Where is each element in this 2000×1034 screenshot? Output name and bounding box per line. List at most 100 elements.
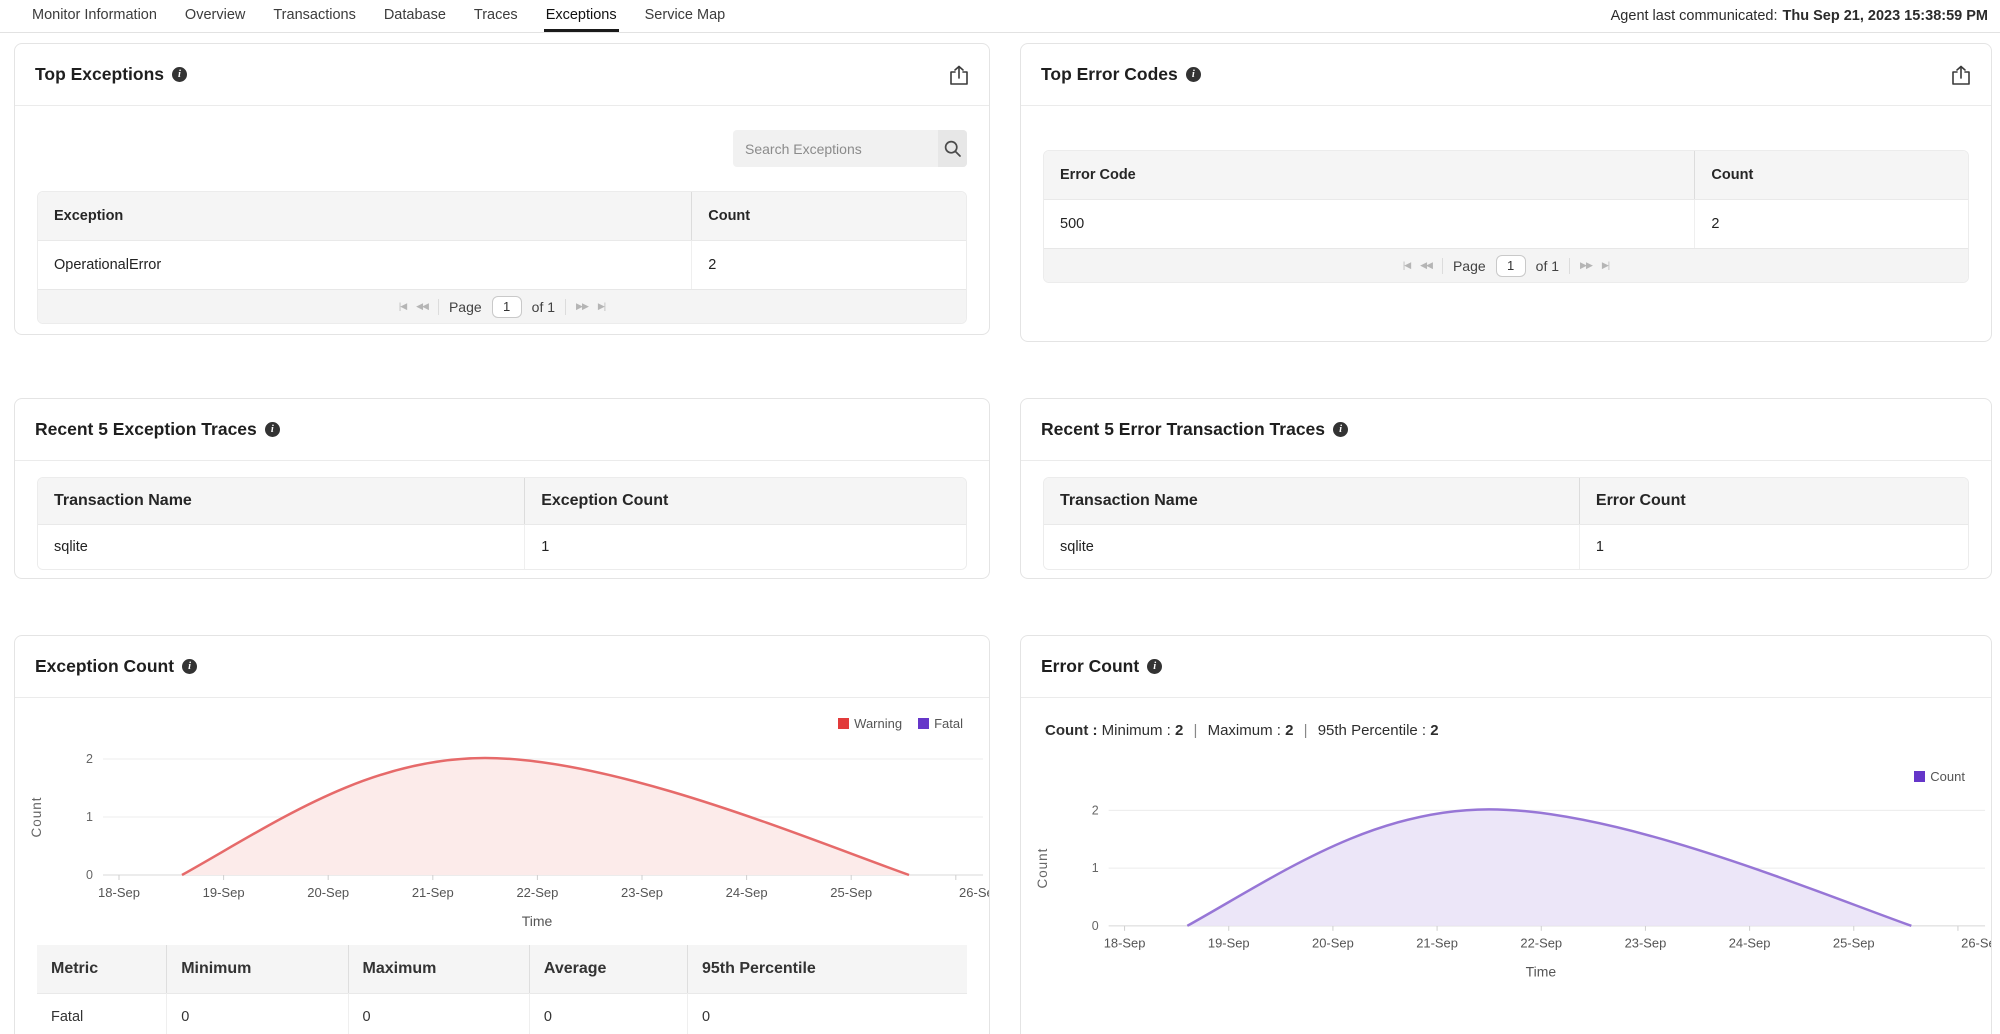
share-icon[interactable]	[1951, 64, 1971, 86]
top-exceptions-header: Top Exceptions i	[15, 44, 989, 106]
divider	[565, 298, 567, 315]
next-page-icon[interactable]: ▶▶	[1580, 260, 1593, 270]
error-count-header: Error Count i	[1021, 636, 1991, 698]
page-number-input[interactable]	[1495, 254, 1526, 277]
recent-exception-traces-title: Recent 5 Exception Traces	[35, 419, 257, 439]
column-header-95th-percentile: 95th Percentile	[687, 945, 967, 993]
divider	[1441, 257, 1443, 274]
top-navigation: Monitor Information Overview Transaction…	[0, 0, 2000, 33]
top-error-codes-header: Top Error Codes i	[1021, 44, 1991, 106]
x-axis-label: Time	[1526, 964, 1557, 980]
info-icon[interactable]: i	[264, 422, 280, 437]
x-tick-label: 21-Sep	[1416, 936, 1458, 951]
info-icon[interactable]: i	[172, 67, 187, 82]
nav-tab-service-map[interactable]: Service Map	[644, 6, 726, 23]
legend-item-warning[interactable]: Warning	[838, 716, 902, 731]
column-header-transaction-name: Transaction Name	[38, 478, 526, 524]
legend-label: Count	[1930, 769, 1965, 784]
previous-page-icon[interactable]: ◀◀	[416, 301, 429, 311]
maximum-cell: 0	[348, 993, 530, 1034]
y-tick-label: 1	[1092, 861, 1099, 875]
first-page-icon[interactable]: |◀	[398, 301, 407, 311]
exception-name-cell: OperationalError	[38, 241, 693, 289]
x-tick-label: 22-Sep	[1520, 936, 1562, 951]
y-tick-label: 0	[86, 868, 93, 882]
top-exceptions-body: Exception Count OperationalError 2 |◀ ◀◀…	[15, 106, 989, 334]
recent-error-traces-title: Recent 5 Error Transaction Traces	[1041, 419, 1326, 439]
column-header-count: Count	[1711, 167, 1754, 183]
column-header-average: Average	[529, 945, 688, 993]
percentile-cell: 0	[687, 993, 967, 1034]
info-icon[interactable]: i	[1147, 659, 1163, 674]
nav-tab-monitor-information[interactable]: Monitor Information	[32, 6, 157, 23]
transaction-name-cell: sqlite	[1044, 525, 1580, 569]
legend-label: Warning	[854, 716, 903, 731]
first-page-icon[interactable]: |◀	[1402, 260, 1411, 270]
x-tick-label: 19-Sep	[1208, 936, 1250, 951]
metric-table-header-row: Metric Minimum Maximum Average 95th Perc…	[37, 945, 967, 993]
x-tick-label: 18-Sep	[1104, 936, 1146, 951]
nav-tab-database[interactable]: Database	[383, 6, 446, 23]
recent-exception-traces-card: Recent 5 Exception Traces i Transaction …	[14, 398, 990, 579]
search-icon[interactable]	[938, 130, 967, 167]
x-tick-label: 25-Sep	[830, 885, 872, 900]
nav-tab-overview[interactable]: Overview	[184, 6, 246, 23]
info-icon[interactable]: i	[1333, 422, 1349, 437]
column-header-minimum: Minimum	[167, 945, 349, 993]
error-count-card: Error Count i Count : Minimum : 2 | Maxi…	[1020, 635, 1992, 1034]
dashboard-content: Top Exceptions i Exception Co	[0, 33, 2000, 1034]
warning-area-fill	[182, 758, 909, 875]
x-tick-label: 26-Sep	[1961, 936, 1992, 951]
last-page-icon[interactable]: ▶|	[597, 301, 606, 311]
exception-count-chart: 2 1 0 18-Sep 19-Sep 20-Sep 21-Sep 22-Sep…	[29, 752, 989, 929]
stats-min-label: Minimum :	[1101, 722, 1171, 739]
agent-last-communicated: Agent last communicated: Thu Sep 21, 202…	[1611, 0, 1988, 32]
nav-tab-exceptions[interactable]: Exceptions	[543, 0, 619, 32]
legend-item-count[interactable]: Count	[1914, 769, 1965, 784]
nav-tab-traces[interactable]: Traces	[473, 6, 518, 23]
legend-item-fatal[interactable]: Fatal	[918, 716, 963, 731]
recent-error-traces-card: Recent 5 Error Transaction Traces i Tran…	[1020, 398, 1992, 579]
top-exceptions-table: Exception Count OperationalError 2 |◀ ◀◀…	[37, 191, 967, 324]
divider	[1569, 257, 1571, 274]
column-header-count: Count	[708, 208, 751, 224]
table-header-row: Error Code Count	[1044, 151, 1968, 199]
page-number-input[interactable]	[491, 295, 522, 318]
table-row: 500 2	[1044, 199, 1968, 248]
top-error-codes-table: Error Code Count 500 2 |◀ ◀◀ Page of 1 ▶…	[1043, 150, 1969, 283]
share-icon[interactable]	[949, 64, 969, 86]
y-axis-label: Count	[1035, 848, 1050, 889]
page-of-label: of 1	[531, 298, 556, 315]
exception-count-header: Exception Count i	[15, 636, 989, 698]
y-tick-labels: 2 1 0	[1092, 803, 1099, 933]
x-tick-label: 20-Sep	[1312, 936, 1354, 951]
x-tick-label: 23-Sep	[621, 885, 663, 900]
divider	[437, 298, 439, 315]
metric-cell: Fatal	[37, 993, 168, 1034]
column-header-metric: Metric	[37, 945, 168, 993]
exception-count-cell: 1	[541, 539, 550, 555]
info-icon[interactable]: i	[182, 659, 198, 674]
x-tick-label: 19-Sep	[203, 885, 245, 900]
stats-p95-value: 2	[1430, 722, 1439, 739]
exceptions-search	[733, 130, 967, 167]
nav-tab-transactions[interactable]: Transactions	[273, 6, 356, 23]
page-label: Page	[448, 298, 482, 315]
stats-separator: |	[1303, 722, 1308, 739]
count-curve	[1186, 808, 1912, 928]
pagination: |◀ ◀◀ Page of 1 ▶▶ ▶|	[1044, 248, 1968, 282]
search-input[interactable]	[733, 130, 938, 167]
stats-separator: |	[1193, 722, 1198, 739]
table-header-row: Transaction Name Exception Count	[38, 478, 966, 524]
previous-page-icon[interactable]: ◀◀	[1420, 260, 1433, 270]
x-axis-label: Time	[522, 913, 553, 929]
transaction-name-cell: sqlite	[38, 525, 526, 569]
error-count-cell: 2	[1711, 216, 1720, 232]
x-tick-label: 24-Sep	[726, 885, 768, 900]
table-header-row: Transaction Name Error Count	[1044, 478, 1968, 524]
next-page-icon[interactable]: ▶▶	[576, 301, 589, 311]
exception-count-title: Exception Count	[35, 656, 175, 676]
info-icon[interactable]: i	[1185, 67, 1201, 82]
last-page-icon[interactable]: ▶|	[1601, 260, 1610, 270]
table-header-row: Exception Count	[38, 192, 966, 240]
